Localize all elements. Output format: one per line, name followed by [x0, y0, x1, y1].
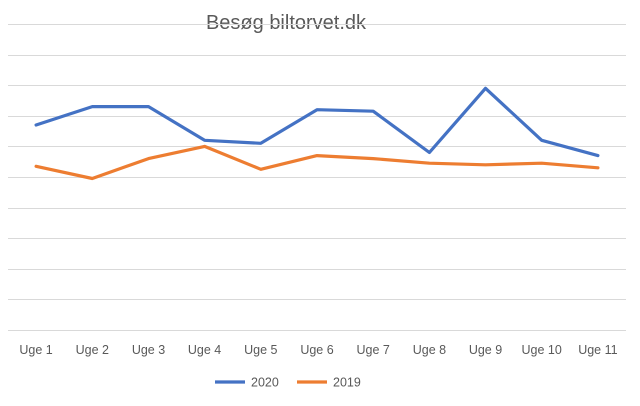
legend-label-2019: 2019 [333, 376, 361, 390]
x-tick-label: Uge 10 [522, 343, 562, 357]
chart-title: Besøg biltorvet.dk [206, 12, 367, 34]
x-tick-label: Uge 1 [19, 343, 52, 357]
series-lines [34, 86, 600, 181]
legend-label-2020: 2020 [251, 376, 279, 390]
series-line-2020 [34, 86, 600, 158]
x-tick-label: Uge 2 [76, 343, 109, 357]
x-tick-label: Uge 5 [244, 343, 277, 357]
x-tick-label: Uge 6 [300, 343, 333, 357]
x-tick-label: Uge 7 [357, 343, 390, 357]
x-tick-label: Uge 11 [578, 343, 617, 357]
gridlines [8, 24, 626, 331]
x-tick-label: Uge 4 [188, 343, 221, 357]
x-axis-tick-labels: Uge 1 Uge 2 Uge 3 Uge 4 Uge 5 Uge 6 Uge 7 Uge 8… [19, 343, 617, 357]
x-tick-label: Uge 8 [413, 343, 446, 357]
x-tick-label: Uge 3 [132, 343, 165, 357]
x-tick-label: Uge 9 [469, 343, 502, 357]
series-line-2019 [34, 144, 600, 181]
legend: 2020 2019 [215, 376, 361, 390]
